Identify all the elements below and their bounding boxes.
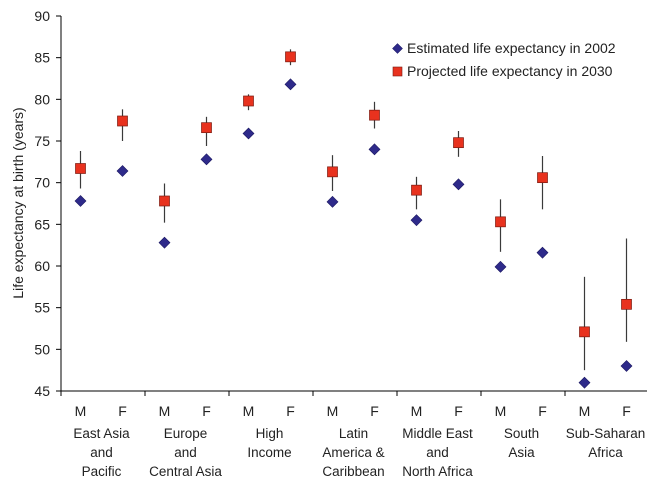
point-2030 — [243, 95, 254, 107]
region-label: Middle East — [402, 426, 473, 441]
region-label: South — [504, 426, 539, 441]
region-label: Central Asia — [149, 464, 222, 479]
point-2002 — [74, 195, 87, 207]
sex-label: M — [579, 403, 591, 419]
y-tick-label: 70 — [34, 175, 50, 191]
y-tick-label: 85 — [34, 50, 50, 66]
y-tick-label: 55 — [34, 300, 50, 316]
y-tick-label: 60 — [34, 258, 50, 274]
point-2030 — [201, 122, 212, 134]
region-label: Latin — [339, 426, 368, 441]
region-label: and — [90, 445, 113, 460]
sex-label: F — [454, 403, 463, 419]
point-2030 — [411, 184, 422, 196]
region-label: Caribbean — [322, 464, 384, 479]
legend-item-2030: Projected life expectancy in 2030 — [392, 63, 613, 79]
sex-label: F — [622, 403, 631, 419]
legend-item-2002: Estimated life expectancy in 2002 — [392, 40, 616, 56]
point-2002 — [116, 165, 129, 177]
point-2002 — [452, 178, 465, 191]
sex-label: F — [286, 403, 295, 419]
plot-area: 45 50 55 60 65 70 75 80 85 90 M F M F M F M F M F M F M F East … — [34, 8, 647, 479]
legend-marker-square — [392, 66, 403, 77]
region-label: America & — [322, 445, 384, 460]
point-2030 — [369, 109, 380, 121]
point-2030 — [327, 166, 338, 178]
point-2002 — [242, 127, 255, 140]
point-2030 — [579, 326, 590, 338]
region-label: Income — [247, 445, 291, 460]
error-bars — [79, 49, 628, 371]
region-label: Pacific — [82, 464, 122, 479]
point-2030 — [159, 195, 170, 207]
point-2002 — [326, 195, 339, 208]
region-label: Asia — [508, 445, 535, 460]
sex-label: M — [243, 403, 255, 419]
point-2030 — [537, 172, 548, 184]
y-tick-label: 45 — [34, 383, 50, 399]
series-2002-markers — [74, 78, 633, 389]
sex-label: F — [370, 403, 379, 419]
legend-marker-diamond — [392, 43, 403, 54]
y-tick-label: 75 — [34, 133, 50, 149]
x-axis-ticks: M F M F M F M F M F M F M F East Asia and Pacific Europe a… — [60, 391, 646, 479]
legend: Estimated life expectancy in 2002 Projec… — [392, 40, 616, 79]
point-2002 — [368, 143, 381, 156]
region-label: High — [256, 426, 284, 441]
point-2002 — [494, 260, 507, 273]
point-2002 — [158, 236, 171, 249]
sex-label: M — [411, 403, 423, 419]
sex-label: F — [202, 403, 211, 419]
y-axis-ticks: 45 50 55 60 65 70 75 80 85 90 — [34, 8, 61, 399]
sex-label: M — [495, 403, 507, 419]
point-2002 — [578, 376, 591, 389]
point-2030 — [495, 216, 506, 228]
point-2002 — [620, 360, 633, 372]
point-2030 — [285, 51, 296, 63]
y-tick-label: 50 — [34, 341, 50, 357]
region-label: East Asia — [73, 426, 130, 441]
point-2030 — [117, 115, 128, 127]
sex-label: F — [118, 403, 127, 419]
legend-label-2030: Projected life expectancy in 2030 — [407, 63, 613, 79]
region-label: North Africa — [402, 464, 473, 479]
region-label: and — [426, 445, 449, 460]
region-label: and — [174, 445, 197, 460]
y-tick-label: 80 — [34, 91, 50, 107]
point-2030 — [621, 298, 632, 310]
legend-label-2002: Estimated life expectancy in 2002 — [407, 40, 616, 56]
sex-label: M — [75, 403, 87, 419]
point-2002 — [284, 78, 297, 91]
point-2030 — [453, 137, 464, 149]
sex-label: F — [538, 403, 547, 419]
region-label: Africa — [588, 445, 623, 460]
point-2030 — [75, 163, 86, 174]
region-label: Europe — [164, 426, 208, 441]
point-2002 — [200, 153, 213, 166]
point-2002 — [410, 214, 423, 227]
region-label: Sub-Saharan — [566, 426, 646, 441]
y-tick-label: 90 — [34, 8, 50, 24]
sex-label: M — [159, 403, 171, 419]
series-2030-markers — [75, 51, 632, 338]
sex-label: M — [327, 403, 339, 419]
y-tick-label: 65 — [34, 216, 50, 232]
point-2002 — [536, 246, 549, 259]
y-axis-title: Life expectancy at birth (years) — [10, 107, 26, 298]
